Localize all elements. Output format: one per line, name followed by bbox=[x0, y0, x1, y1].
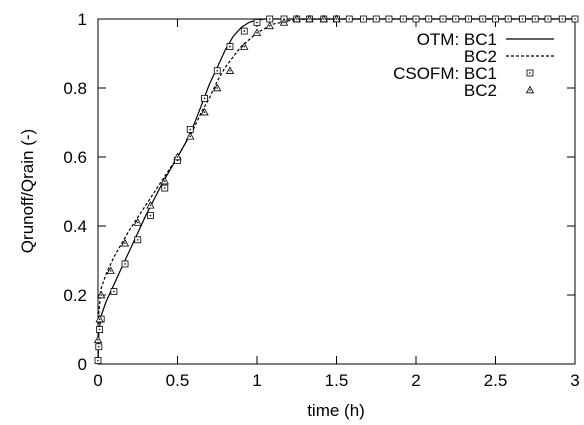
square-marker-dot bbox=[98, 328, 101, 331]
legend-label: BC2 bbox=[464, 81, 497, 100]
x-tick-label: 1 bbox=[252, 371, 261, 390]
square-marker-dot bbox=[415, 18, 417, 20]
square-marker-dot bbox=[149, 214, 152, 217]
triangle-marker-dot bbox=[136, 221, 139, 224]
x-tick-label: 0 bbox=[93, 371, 102, 390]
series-layer bbox=[93, 14, 579, 365]
legend-swatch-square-dot bbox=[529, 72, 531, 74]
x-tick-label: 1.5 bbox=[325, 371, 349, 390]
square-marker-dot bbox=[494, 18, 497, 20]
legend-label: CSOFM: BC1 bbox=[393, 64, 497, 83]
square-marker-dot bbox=[521, 18, 524, 20]
series-4 bbox=[93, 14, 341, 344]
square-marker-dot bbox=[362, 18, 365, 20]
series-2 bbox=[97, 18, 575, 365]
triangle-marker-dot bbox=[308, 18, 311, 20]
triangle-marker-dot bbox=[124, 242, 126, 245]
triangle-marker-dot bbox=[149, 204, 152, 207]
y-axis-ticks: 0 0.2 0.4 0.6 0.8 1 bbox=[63, 10, 575, 374]
triangle-marker-dot bbox=[256, 32, 258, 34]
square-marker-dot bbox=[163, 187, 166, 189]
triangle-marker-dot bbox=[203, 111, 206, 113]
square-marker-dot bbox=[388, 18, 390, 20]
x-axis-ticks: 0 0.5 1 1.5 2 2.5 3 bbox=[93, 19, 580, 390]
square-marker-dot bbox=[547, 18, 549, 20]
series-line bbox=[97, 18, 575, 365]
triangle-marker-dot bbox=[97, 339, 99, 341]
triangle-marker-dot bbox=[283, 21, 285, 24]
square-marker-dot bbox=[136, 239, 139, 241]
y-tick-label: 0.4 bbox=[63, 217, 87, 236]
triangle-marker-dot bbox=[100, 294, 102, 296]
triangle-marker-dot bbox=[229, 69, 231, 72]
triangle-marker-dot bbox=[109, 270, 112, 272]
triangle-marker-dot bbox=[163, 180, 166, 182]
triangle-marker-dot bbox=[322, 18, 325, 20]
square-marker-dot bbox=[256, 21, 258, 24]
y-tick-label: 0.6 bbox=[63, 148, 87, 167]
square-marker-dot bbox=[113, 290, 115, 293]
square-marker-dot bbox=[268, 18, 271, 20]
triangle-marker-dot bbox=[176, 156, 179, 158]
square-marker-dot bbox=[243, 30, 246, 32]
square-marker-dot bbox=[427, 18, 430, 20]
square-marker-dot bbox=[534, 18, 537, 20]
square-marker-dot bbox=[375, 18, 378, 20]
square-marker-dot bbox=[203, 97, 206, 100]
triangle-marker-dot bbox=[189, 135, 192, 138]
y-tick-label: 0.8 bbox=[63, 79, 87, 98]
square-marker-dot bbox=[402, 18, 405, 20]
y-axis-label: Qrunoff/Qrain (-) bbox=[18, 129, 37, 253]
square-marker-dot bbox=[467, 18, 470, 20]
x-axis-label: time (h) bbox=[307, 401, 365, 420]
triangle-marker-dot bbox=[268, 25, 271, 27]
y-tick-label: 1 bbox=[78, 10, 87, 29]
y-tick-label: 0 bbox=[78, 355, 87, 374]
square-marker-dot bbox=[454, 18, 457, 20]
legend-label: OTM: BC1 bbox=[417, 30, 497, 49]
legend-label: BC2 bbox=[464, 47, 497, 66]
x-tick-label: 2.5 bbox=[484, 371, 508, 390]
triangle-marker-dot bbox=[295, 18, 298, 20]
square-marker-dot bbox=[481, 18, 484, 20]
square-marker-dot bbox=[574, 18, 576, 20]
square-marker-dot bbox=[97, 359, 99, 362]
square-marker-dot bbox=[189, 128, 192, 131]
legend-swatch-triangle-dot bbox=[529, 89, 531, 91]
square-marker-dot bbox=[97, 345, 100, 348]
x-tick-label: 3 bbox=[570, 371, 579, 390]
x-tick-label: 0.5 bbox=[166, 371, 190, 390]
square-marker-dot bbox=[507, 18, 510, 20]
triangle-marker-dot bbox=[335, 18, 338, 20]
series-3 bbox=[94, 15, 579, 364]
y-tick-label: 0.2 bbox=[63, 286, 87, 305]
series-1 bbox=[97, 18, 575, 365]
x-tick-label: 2 bbox=[411, 371, 420, 390]
square-marker-dot bbox=[442, 18, 444, 20]
triangle-marker-dot bbox=[243, 45, 246, 48]
plot-frame bbox=[97, 18, 576, 365]
series-line bbox=[97, 18, 575, 365]
square-marker-dot bbox=[216, 69, 219, 72]
triangle-marker-dot bbox=[98, 318, 101, 320]
square-marker-dot bbox=[124, 263, 126, 265]
square-marker-dot bbox=[348, 18, 351, 20]
triangle-marker-dot bbox=[216, 87, 219, 89]
square-marker-dot bbox=[561, 18, 564, 20]
square-marker-dot bbox=[229, 45, 231, 48]
